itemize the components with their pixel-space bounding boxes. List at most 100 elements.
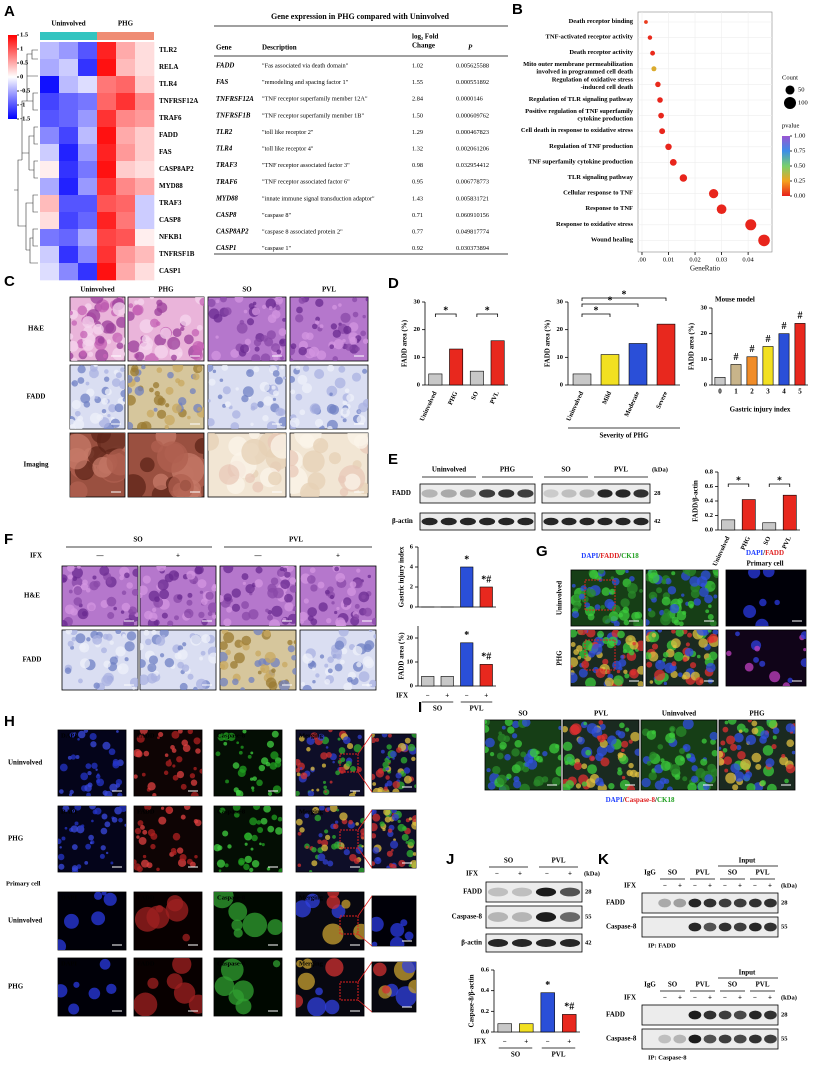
channel-label: DAPI — [61, 732, 77, 739]
texture-dot — [124, 572, 130, 579]
texture-dot — [381, 734, 388, 738]
texture-dot — [267, 314, 277, 323]
texture-dot — [249, 433, 260, 440]
lane-group: PVL — [696, 981, 710, 989]
colorbar-label: 1 — [20, 45, 23, 52]
texture-dot — [623, 619, 630, 626]
texture-dot — [332, 835, 336, 839]
heatmap-cell — [78, 144, 98, 162]
texture-dot — [497, 733, 507, 743]
texture-dot — [251, 789, 255, 792]
texture-dot — [223, 307, 232, 316]
texture-dot — [84, 784, 92, 792]
table-cell: "TNF receptor associated factor 6" — [262, 179, 350, 186]
texture-dot — [102, 353, 108, 359]
x-tick-label: 0.02 — [689, 256, 700, 263]
texture-dot — [110, 861, 114, 865]
heatmap-cell — [135, 178, 155, 196]
texture-dot — [105, 851, 109, 855]
band — [597, 517, 613, 526]
texture-dot — [675, 630, 684, 637]
band — [764, 1010, 777, 1020]
bar — [600, 354, 620, 386]
y-tick-label: 0.6 — [481, 966, 490, 973]
texture-dot — [71, 636, 77, 642]
table-cell: "TNF receptor superfamily member 12A" — [262, 96, 368, 103]
heatmap-cell — [116, 144, 136, 162]
texture-dot — [118, 817, 123, 823]
texture-dot — [529, 748, 539, 758]
texture-dot — [233, 652, 245, 664]
micrograph — [295, 957, 365, 1017]
bar — [782, 494, 797, 531]
texture-dot — [654, 780, 665, 790]
texture-dot — [255, 650, 262, 657]
texture-dot — [270, 577, 279, 585]
texture-dot — [496, 752, 504, 760]
band — [498, 489, 515, 498]
texture-dot — [390, 863, 397, 868]
texture-dot — [212, 614, 216, 619]
table-cell: 0.98 — [412, 162, 423, 169]
texture-dot — [217, 394, 223, 400]
texture-dot — [346, 393, 355, 402]
texture-dot — [134, 992, 158, 1016]
texture-dot — [265, 677, 277, 689]
band — [535, 939, 557, 947]
texture-dot — [236, 322, 248, 334]
texture-dot — [114, 403, 124, 413]
gene-label: TRAF6 — [159, 114, 182, 122]
texture-dot — [192, 580, 197, 585]
texture-dot — [282, 317, 286, 322]
term-line: Wound healing — [591, 237, 634, 244]
heatmap-cell — [78, 246, 98, 264]
texture-dot — [228, 902, 248, 922]
table-cell: "caspase 8 associated protein 2" — [262, 228, 343, 235]
texture-dot — [198, 611, 205, 619]
texture-dot — [131, 588, 138, 596]
treatment-level: + — [518, 870, 522, 878]
texture-dot — [340, 647, 348, 655]
texture-dot — [751, 752, 762, 763]
texture-dot — [157, 736, 160, 740]
texture-dot — [100, 827, 108, 835]
stain-part: Caspase-8 — [625, 796, 656, 804]
texture-dot — [689, 756, 696, 763]
texture-dot — [665, 733, 676, 744]
term-line: Mito outer membrane permeabilization — [523, 61, 633, 68]
texture-dot — [89, 841, 93, 845]
texture-dot — [489, 751, 495, 757]
y-tick-label: 0 — [410, 682, 413, 689]
texture-dot — [122, 397, 125, 402]
texture-dot — [646, 619, 650, 626]
texture-dot — [157, 397, 166, 406]
texture-dot — [293, 640, 296, 645]
micrograph — [213, 891, 283, 951]
texture-dot — [177, 730, 183, 734]
texture-dot — [348, 819, 354, 825]
texture-dot — [241, 635, 252, 646]
texture-dot — [101, 813, 108, 820]
texture-dot — [678, 621, 684, 626]
treatment-level: − — [495, 870, 499, 878]
y-tick-label: 20 — [414, 326, 421, 333]
texture-dot — [68, 1003, 80, 1015]
x-tick-label: Uninvolved — [712, 535, 732, 567]
texture-dot — [340, 312, 351, 323]
x-axis-label: IFX — [396, 692, 408, 700]
texture-dot — [375, 737, 380, 742]
texture-dot — [179, 314, 192, 326]
texture-dot — [326, 617, 332, 624]
texture-dot — [85, 843, 91, 850]
texture-dot — [555, 744, 560, 749]
micrograph — [640, 719, 718, 791]
texture-dot — [772, 727, 780, 735]
term-line: Positive regulation of TNF superfamily — [525, 108, 634, 115]
texture-dot — [760, 730, 770, 740]
texture-dot — [120, 610, 125, 614]
texture-dot — [609, 588, 616, 595]
y-tick-label: 0 — [410, 603, 413, 610]
texture-dot — [72, 576, 78, 582]
texture-dot — [302, 684, 312, 690]
texture-dot — [361, 594, 366, 600]
